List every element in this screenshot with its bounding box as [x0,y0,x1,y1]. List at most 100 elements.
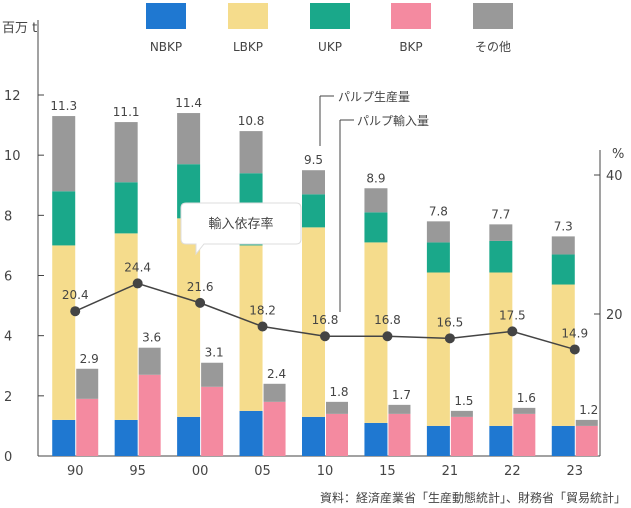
production-bar-15-UKP [364,212,388,243]
legend-label-BKP: BKP [399,40,422,54]
import-dependency-line: 20.4 24.4 21.6 18.2 16.8 16.8 16.5 17.5 14.9 [62,260,588,355]
legend-swatch-UKP [310,3,350,29]
production-total-90: 11.3 [50,99,77,113]
production-bar-00-LBKP [177,218,201,417]
import-bar-23-BKP [575,425,598,456]
production-total-05: 10.8 [238,114,265,128]
y2-tick-label-40: 40 [606,169,623,184]
y-tick-label-10: 10 [4,149,21,164]
production-bar-22-NBKP [489,425,513,456]
dependency-callout-label: 輸入依存率 [208,216,273,232]
dependency-label-21: 16.5 [437,315,464,329]
import-bar-21-その他 [450,410,473,417]
import-bar-00-その他 [201,362,224,387]
y-ticks: 0 2 4 6 8 10 12 [4,89,44,465]
import-total-95: 3.6 [142,331,161,345]
x-tick-label-10: 10 [317,464,334,479]
legend-label-その他: その他 [475,40,511,54]
production-total-10: 9.5 [304,153,323,167]
production-bar-15-その他 [364,188,388,213]
import-bar-90-BKP [76,398,99,456]
bars [52,113,598,456]
dependency-label-22: 17.5 [499,308,526,322]
production-total-21: 7.8 [429,204,448,218]
dependency-point-21 [444,333,455,344]
y-tick-label-8: 8 [4,209,12,224]
production-bar-23-UKP [551,254,575,285]
legend-label-UKP: UKP [318,40,342,54]
import-bar-10-BKP [326,413,348,456]
production-bar-15-NBKP [364,422,388,456]
production-bar-22-LBKP [489,272,513,426]
legend-label-LBKP: LBKP [233,40,263,54]
y2-unit-label: % [612,147,624,162]
import-bar-15-その他 [388,404,411,414]
production-bar-10-LBKP [302,227,325,417]
production-bar-05-その他 [239,131,263,174]
dependency-label-05: 18.2 [249,304,276,318]
import-bar-21-BKP [450,416,473,456]
production-bar-23-LBKP [551,284,575,426]
production-bar-95-その他 [114,122,138,183]
import-bar-95-BKP [138,374,161,456]
production-total-15: 8.9 [366,171,385,185]
dependency-point-90 [70,306,81,317]
legend-swatch-BKP [391,3,431,29]
dependency-point-15 [382,331,393,342]
production-bar-05-LBKP [239,245,263,411]
legend-swatch-LBKP [228,3,268,29]
import-bar-05-BKP [263,401,286,456]
import-total-05: 2.4 [267,367,286,381]
production-callout: パルプ生産量 [319,89,410,146]
production-bar-90-UKP [52,191,76,246]
production-bar-95-NBKP [114,419,138,456]
production-bar-21-その他 [426,221,450,243]
dependency-callout: 輸入依存率 [180,202,302,256]
import-bar-05-その他 [263,383,286,402]
production-bar-22-その他 [489,224,513,241]
production-bar-05-NBKP [239,410,263,456]
import-total-00: 3.1 [205,346,224,360]
dependency-callout-bubble [180,202,302,256]
dependency-point-95 [132,278,143,289]
import-total-90: 2.9 [80,352,99,366]
dependency-point-00 [195,297,206,308]
production-bar-10-その他 [302,170,325,195]
y-tick-label-0: 0 [4,450,12,465]
production-bar-90-その他 [52,116,76,192]
import-total-15: 1.7 [392,388,411,402]
production-bar-21-NBKP [426,425,450,456]
y-tick-label-2: 2 [4,390,12,405]
production-total-00: 11.4 [175,96,202,110]
dependency-label-95: 24.4 [124,260,151,274]
import-bar-95-その他 [138,347,161,375]
y-tick-label-4: 4 [4,330,12,345]
x-tick-label-05: 05 [254,464,271,479]
x-tick-label-15: 15 [379,464,396,479]
production-total-22: 7.7 [491,207,510,221]
import-total-21: 1.5 [454,394,473,408]
import-bar-00-BKP [201,386,224,456]
production-callout-label: パルプ生産量 [338,89,410,104]
production-bar-22-UKP [489,240,513,273]
x-tick-label-90: 90 [67,464,84,479]
y-tick-label-12: 12 [4,89,21,104]
import-bar-22-BKP [513,413,536,456]
production-bar-10-NBKP [302,416,325,456]
legend-swatch-NBKP [146,3,186,29]
import-total-22: 1.6 [517,391,536,405]
import-bar-22-その他 [513,407,536,414]
bar-labels: 11.3 2.9 11.1 3.6 11.4 3.1 10.8 2.4 9.5 1.8 8.9 1.7… [50,96,598,417]
production-bar-23-NBKP [551,425,575,456]
production-bar-95-UKP [114,182,138,234]
dependency-label-15: 16.8 [374,313,401,327]
production-bar-21-UKP [426,242,450,273]
x-tick-label-21: 21 [442,464,459,479]
production-bar-23-その他 [551,236,575,255]
dependency-label-00: 21.6 [187,280,214,294]
x-ticks: 90 95 00 05 10 15 21 22 23 [67,464,583,479]
production-total-23: 7.3 [554,219,573,233]
x-tick-label-95: 95 [129,464,146,479]
